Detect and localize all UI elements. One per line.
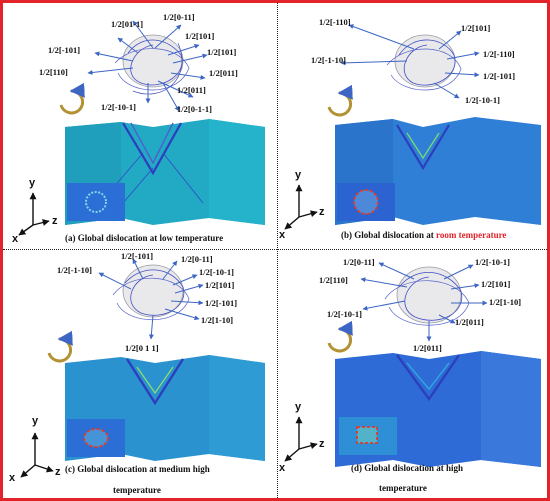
- axis-y-label-c: y: [32, 415, 39, 427]
- axis-x-label-d: x: [279, 462, 286, 474]
- label-c-5: 1/2[-101]: [205, 298, 238, 308]
- label-c-0: 1/2[-101]: [121, 251, 154, 261]
- panel-a: y z x 1/2[0-11] 1/2[01-1] 1/2[101] 1/2[-…: [3, 3, 277, 249]
- label-d-7: 1/2[011]: [413, 343, 442, 353]
- label-c-6: 1/2[1-10]: [201, 315, 234, 325]
- slab-b: [335, 117, 541, 225]
- label-a-6: 1/2[011]: [209, 68, 238, 78]
- label-b-3: 1/2[-110]: [483, 49, 515, 59]
- label-a-4: 1/2[101]: [207, 47, 237, 57]
- label-b-1: 1/2[101]: [461, 23, 491, 33]
- label-a-5: 1/2[110]: [39, 67, 68, 77]
- label-d-1: 1/2[-10-1]: [475, 257, 510, 267]
- axis-triad-a: [18, 192, 50, 236]
- label-c-2: 1/2[-1-10]: [57, 265, 92, 275]
- axis-z-label-b: z: [319, 206, 325, 218]
- label-a-1: 1/2[01-1]: [111, 19, 144, 29]
- label-b-0: 1/2[-110]: [319, 17, 351, 27]
- axis-x-label-c: x: [9, 472, 16, 484]
- label-a-3: 1/2[-101]: [48, 45, 81, 55]
- panel-d: y z x 1/2[0-11] 1/2[-10-1] 1/2[110] 1/2[…: [279, 251, 547, 498]
- label-b-4: 1/2[-101]: [483, 71, 516, 81]
- label-a-7: 1/2[011]: [177, 85, 206, 95]
- axis-z-label-d: z: [319, 438, 325, 450]
- axis-x-label-b: x: [279, 229, 286, 241]
- vertical-divider: [277, 3, 278, 498]
- rotation-arrow-a: [59, 82, 85, 115]
- caption-d-line2: temperature: [379, 483, 427, 493]
- label-a-0: 1/2[0-11]: [163, 12, 195, 22]
- axis-triad-c: [20, 432, 54, 478]
- panel-c: y z x 1/2[-101] 1/2[0-11] 1/2[-1-10] 1/2…: [3, 251, 277, 498]
- rotation-arrow-c: [47, 330, 73, 363]
- burgers-arrows-c: [98, 258, 204, 340]
- caption-c-line2: temperature: [113, 485, 161, 495]
- label-b-2: 1/2[-1-10]: [311, 55, 346, 65]
- slab-c: [65, 355, 265, 461]
- axis-triad-b: [284, 184, 318, 230]
- label-a-9: 1/2[0-1-1]: [177, 104, 212, 114]
- caption-d-line1: (d) Global dislocation at high: [351, 463, 464, 473]
- panel-d-drawing: [284, 262, 541, 467]
- axis-triad-d: [284, 416, 318, 462]
- panel-b: y z x 1/2[-110] 1/2[101] 1/2[-1-10] 1/2[…: [279, 3, 547, 249]
- burgers-arrows-d: [360, 262, 488, 342]
- caption-b-prefix: (b) Global dislocation at: [341, 230, 434, 240]
- axis-y-label-b: y: [295, 169, 302, 181]
- burgers-arrows-b: [340, 24, 480, 99]
- label-d-5: 1/2[1-10]: [489, 297, 522, 307]
- caption-c-line1: (c) Global dislocation at medium high: [65, 464, 210, 474]
- axis-x-label-a: x: [12, 233, 19, 245]
- label-a-8: 1/2[-10-1]: [101, 102, 136, 112]
- label-d-4: 1/2[-10-1]: [327, 309, 362, 319]
- panel-b-drawing: [284, 24, 541, 230]
- axis-z-label-a: z: [52, 215, 58, 227]
- panel-a-drawing: [18, 20, 265, 236]
- caption-b: (b) Global dislocation at room temperatu…: [341, 230, 506, 240]
- rotation-arrow-b: [327, 84, 353, 117]
- slab-a: [65, 119, 265, 225]
- label-c-1: 1/2[0-11]: [181, 254, 213, 264]
- caption-a: (a) Global dislocation at low temperatur…: [65, 233, 224, 243]
- label-d-6: 1/2[011]: [455, 317, 484, 327]
- rotation-arrow-d: [327, 320, 353, 353]
- axis-z-label-c: z: [55, 466, 61, 478]
- label-c-7: 1/2[0 1 1]: [125, 343, 159, 353]
- label-d-2: 1/2[110]: [319, 275, 348, 285]
- caption-b-highlight: room temperature: [436, 230, 507, 240]
- axis-y-label-a: y: [29, 177, 36, 189]
- label-a-2: 1/2[101]: [185, 31, 215, 41]
- panel-c-drawing: [20, 258, 265, 478]
- burgers-arrows-a: [87, 20, 208, 112]
- horizontal-divider: [3, 249, 547, 250]
- label-d-3: 1/2[101]: [481, 279, 511, 289]
- slab-d: [335, 351, 541, 467]
- label-b-5: 1/2[-10-1]: [465, 95, 500, 105]
- label-c-3: 1/2[-10-1]: [199, 267, 234, 277]
- label-c-4: 1/2[101]: [205, 280, 235, 290]
- label-d-0: 1/2[0-11]: [343, 257, 375, 267]
- axis-y-label-d: y: [295, 401, 302, 413]
